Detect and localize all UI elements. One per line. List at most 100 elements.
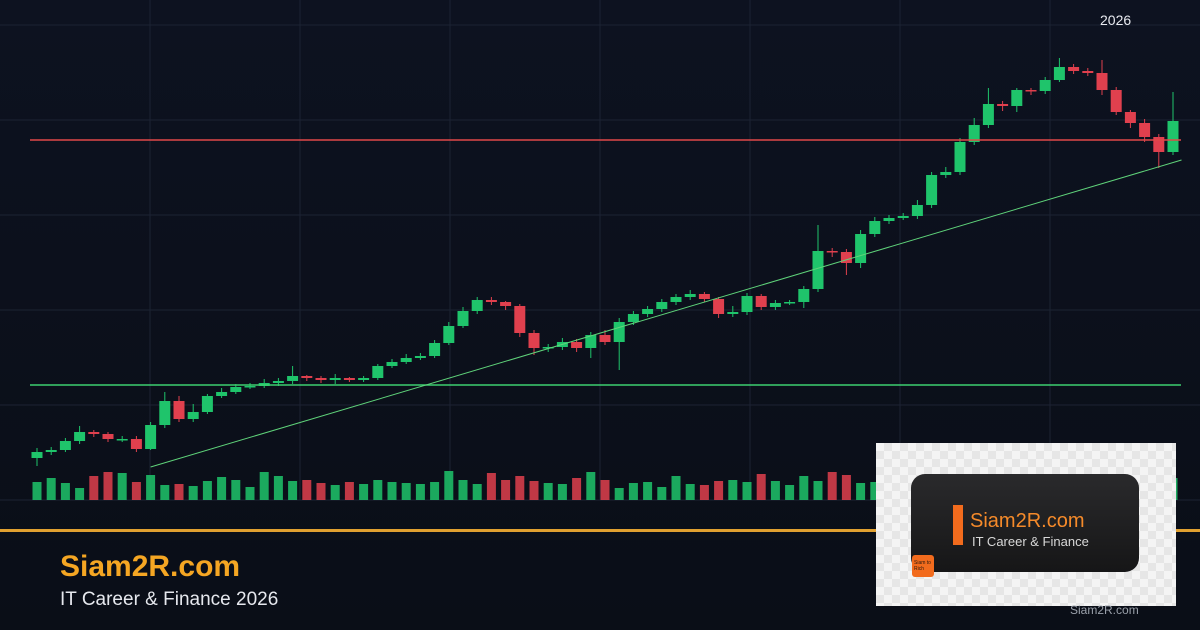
volume-bar <box>444 471 454 500</box>
volume-bar <box>89 476 99 500</box>
candle-body <box>585 335 597 348</box>
candle-body <box>216 392 228 396</box>
candle-body <box>670 297 682 302</box>
candle-body <box>897 216 909 218</box>
candle-body <box>713 299 725 314</box>
candle-body <box>869 221 881 234</box>
volume-bar <box>458 480 468 500</box>
logo-title: Siam2R.com <box>970 510 1085 532</box>
trendline <box>150 159 1182 468</box>
volume-bar <box>841 475 851 500</box>
candle-body <box>272 381 284 383</box>
volume-bar <box>117 473 127 500</box>
candle-body <box>74 432 86 441</box>
volume-bar <box>572 478 582 500</box>
volume-bar <box>344 482 354 500</box>
volume-bar <box>60 483 70 500</box>
volume-bar <box>813 481 823 500</box>
candle-body <box>31 452 43 458</box>
candle-body <box>230 387 242 392</box>
candle-body <box>1096 73 1108 90</box>
candle-body <box>414 356 426 358</box>
candle-body <box>698 294 710 299</box>
candle-body <box>386 362 398 366</box>
candle-body <box>1039 80 1051 91</box>
logo-bar <box>953 505 963 545</box>
volume-bar <box>131 482 141 500</box>
candle-body <box>1139 123 1151 137</box>
candle-body <box>883 218 895 221</box>
candle-body <box>145 425 157 449</box>
volume-bar <box>231 480 241 500</box>
candle-body <box>500 302 512 306</box>
candle-body <box>102 434 114 439</box>
volume-bar <box>217 477 227 500</box>
volume-bar <box>401 483 411 500</box>
candle-body <box>684 294 696 297</box>
volume-bar <box>430 482 440 500</box>
candle-body <box>954 142 966 172</box>
candle-body <box>1011 90 1023 106</box>
volume-bar <box>586 472 596 500</box>
candle-body <box>287 376 299 381</box>
candle-body <box>911 205 923 216</box>
candle-body <box>1068 67 1080 71</box>
candle-body <box>329 378 341 380</box>
volume-bar <box>714 481 724 500</box>
volume-bar <box>756 474 766 500</box>
tagline: IT Career & Finance 2026 <box>60 589 279 610</box>
candle-body <box>443 326 455 343</box>
candle-body <box>88 432 100 434</box>
candle-body <box>542 347 554 349</box>
volume-bar <box>628 483 638 500</box>
candle-body <box>1082 71 1094 73</box>
volume-bar <box>160 485 170 500</box>
logo-subtitle: IT Career & Finance <box>972 534 1089 549</box>
volume-bar <box>32 482 42 500</box>
candle-body <box>656 302 668 309</box>
brand: Siam2R.com <box>60 550 241 583</box>
candle-body <box>159 401 171 425</box>
volume-bar <box>827 472 837 500</box>
volume-bar <box>870 482 880 500</box>
volume-bar <box>359 484 369 500</box>
candle-body <box>173 401 185 419</box>
candle-body <box>471 300 483 311</box>
candle-body <box>372 366 384 378</box>
candle-body <box>59 441 71 450</box>
candle-body <box>642 309 654 314</box>
candle-body <box>926 175 938 205</box>
volume-bar <box>785 485 795 500</box>
volume-bar <box>515 476 525 500</box>
candle-body <box>940 172 952 175</box>
volume-bar <box>486 473 496 500</box>
candle-body <box>1110 90 1122 112</box>
volume-bar <box>387 482 397 500</box>
volume-bar <box>103 472 113 500</box>
volume-bar <box>472 484 482 500</box>
candle-body <box>855 234 867 263</box>
candle-body <box>528 333 540 348</box>
volume-bar <box>742 482 752 500</box>
candle-body <box>599 335 611 342</box>
candle-body <box>358 378 370 380</box>
volume-bar <box>543 483 553 500</box>
candle-body <box>1167 121 1179 152</box>
candle-body <box>784 302 796 304</box>
candle-body <box>1124 112 1136 123</box>
volume-bar <box>245 487 255 500</box>
candle-body <box>727 312 739 314</box>
candle-body <box>1053 67 1065 80</box>
volume-bar <box>600 480 610 500</box>
volume-bar <box>302 480 312 500</box>
volume-bar <box>46 478 56 500</box>
volume-bar <box>557 484 567 500</box>
candle-body <box>400 358 412 362</box>
volume-bar <box>146 475 156 500</box>
logo-panel: Siam2R.com IT Career & Finance <box>911 474 1139 572</box>
candle-body <box>343 378 355 380</box>
candle-body <box>187 412 199 419</box>
logo-card: Siam2R.com IT Career & Finance Siam to R… <box>876 443 1176 606</box>
volume-bar <box>856 483 866 500</box>
